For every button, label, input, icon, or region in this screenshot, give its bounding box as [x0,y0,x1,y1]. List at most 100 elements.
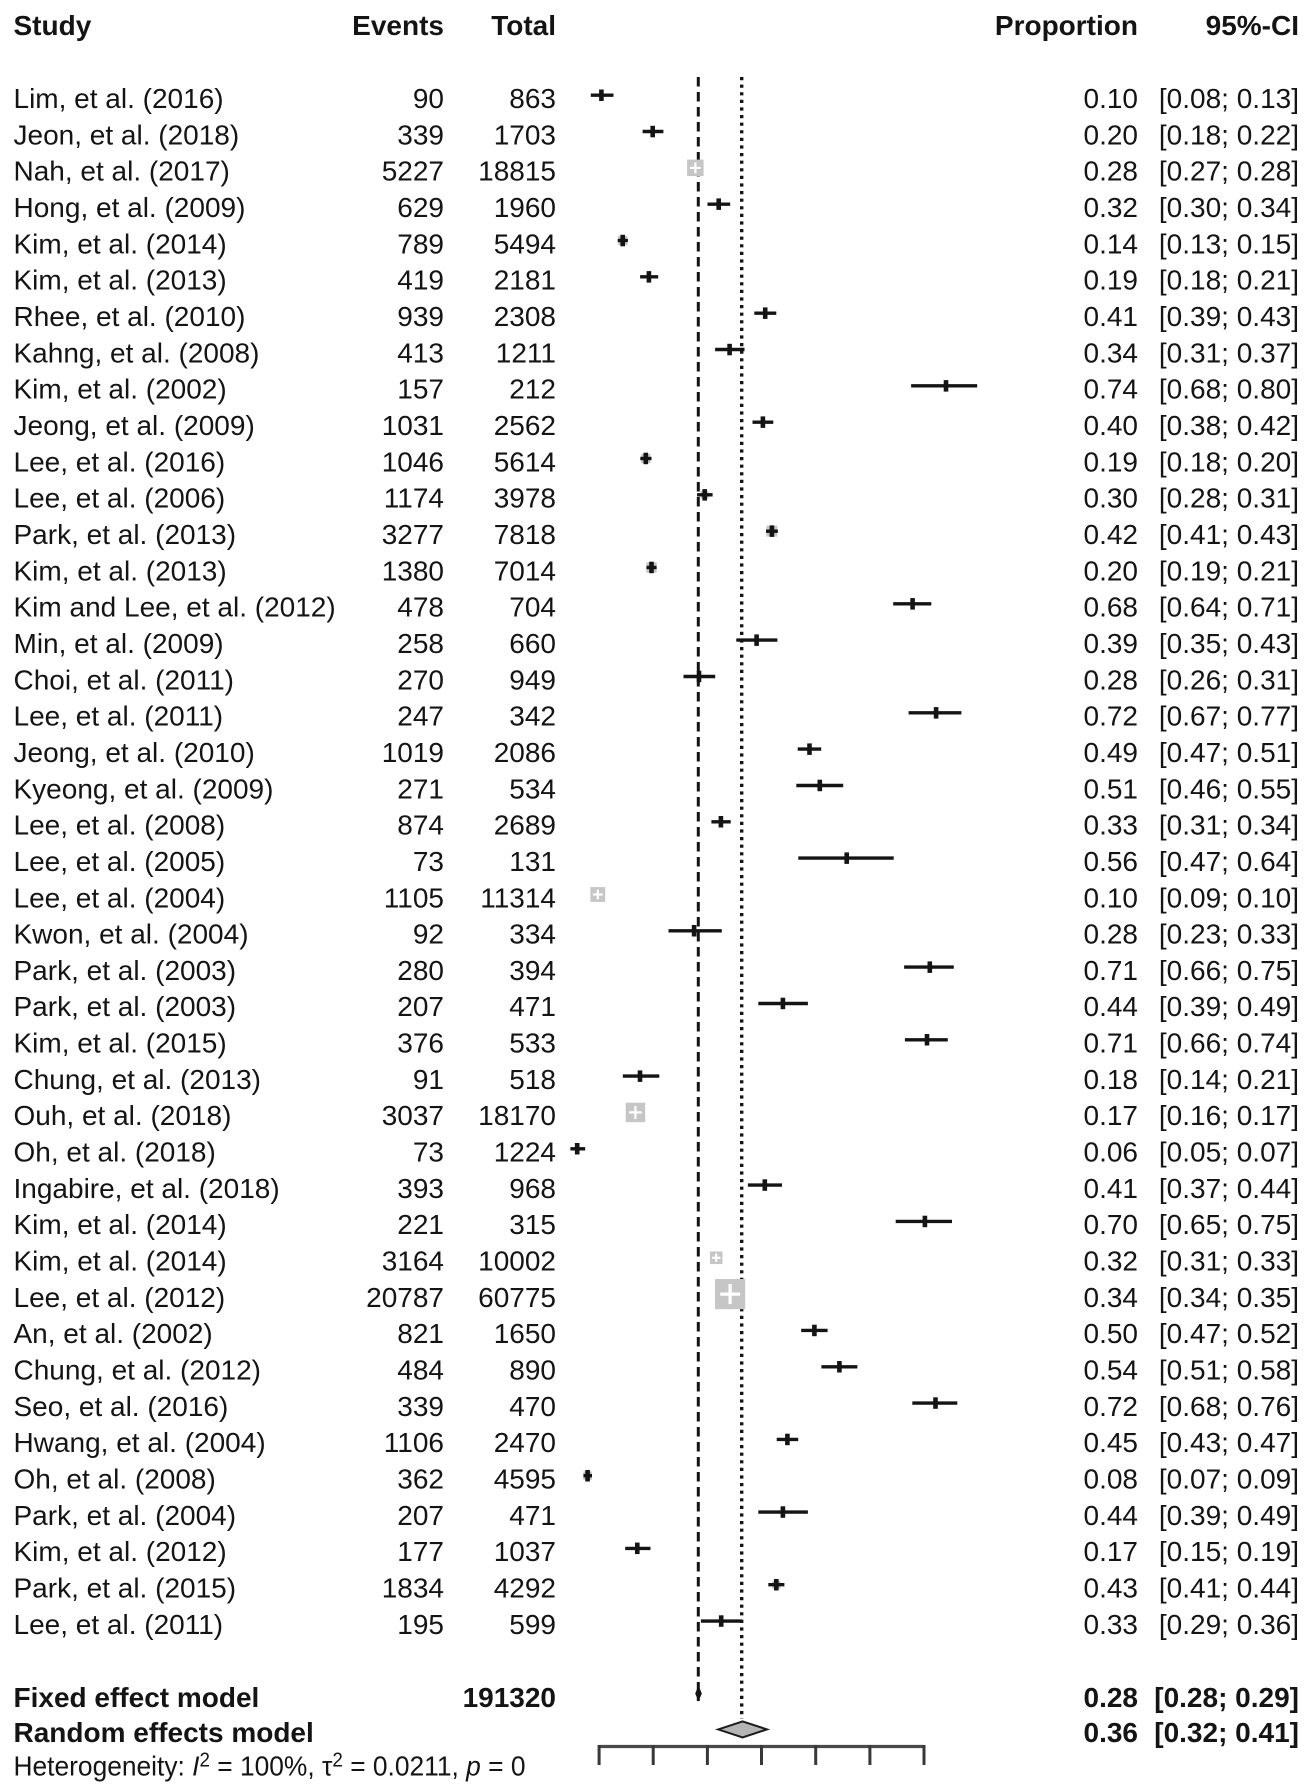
svg-text:342: 342 [509,701,556,732]
svg-text:[0.39; 0.43]: [0.39; 0.43] [1159,301,1299,332]
svg-text:0.54: 0.54 [1084,1355,1139,1386]
svg-text:Nah, et al. (2017): Nah, et al. (2017) [14,156,230,187]
svg-text:Kim, et al. (2014): Kim, et al. (2014) [14,1246,227,1277]
svg-text:Park, et al. (2003): Park, et al. (2003) [14,955,237,986]
svg-text:Rhee, et al. (2010): Rhee, et al. (2010) [14,301,246,332]
svg-text:0.10: 0.10 [1084,83,1139,114]
svg-text:[0.35; 0.43]: [0.35; 0.43] [1159,628,1299,659]
svg-text:0.45: 0.45 [1084,1427,1139,1458]
svg-text:0.70: 0.70 [1084,1209,1139,1240]
svg-text:Lee, et al. (2016): Lee, et al. (2016) [14,446,226,477]
svg-text:[0.64; 0.71]: [0.64; 0.71] [1159,592,1299,623]
svg-text:0.19: 0.19 [1084,265,1139,296]
svg-text:3277: 3277 [382,519,444,550]
svg-text:[0.14; 0.21]: [0.14; 0.21] [1159,1064,1299,1095]
svg-text:[0.47; 0.52]: [0.47; 0.52] [1159,1318,1299,1349]
svg-text:376: 376 [397,1028,444,1059]
svg-text:Ouh, et al. (2018): Ouh, et al. (2018) [14,1100,232,1131]
svg-text:177: 177 [397,1536,444,1567]
svg-text:1960: 1960 [494,192,556,223]
svg-text:[0.07; 0.09]: [0.07; 0.09] [1159,1464,1299,1495]
svg-text:339: 339 [397,119,444,150]
svg-text:1380: 1380 [382,555,444,586]
svg-text:1834: 1834 [382,1573,444,1604]
svg-text:0.44: 0.44 [1084,1500,1139,1531]
svg-text:518: 518 [509,1064,556,1095]
svg-text:0.32: 0.32 [1084,192,1139,223]
svg-text:Jeong, et al. (2010): Jeong, et al. (2010) [14,737,255,768]
svg-text:An, et al. (2002): An, et al. (2002) [14,1318,213,1349]
svg-text:0.18: 0.18 [1084,1064,1139,1095]
svg-text:Lee, et al. (2004): Lee, et al. (2004) [14,882,226,913]
svg-text:Seo, et al. (2016): Seo, et al. (2016) [14,1391,229,1422]
svg-text:0.28: 0.28 [1084,664,1139,695]
svg-text:478: 478 [397,592,444,623]
svg-text:0.40: 0.40 [1084,410,1139,441]
svg-text:1174: 1174 [384,483,444,514]
svg-text:[0.68; 0.80]: [0.68; 0.80] [1159,374,1299,405]
svg-text:7818: 7818 [494,519,556,550]
svg-text:0.33: 0.33 [1084,1609,1139,1640]
svg-text:Kim, et al. (2002): Kim, et al. (2002) [14,374,227,405]
svg-text:Choi, et al. (2011): Choi, et al. (2011) [14,664,235,695]
svg-text:Lee, et al. (2006): Lee, et al. (2006) [14,483,226,514]
svg-text:1105: 1105 [384,882,444,913]
svg-text:[0.08; 0.13]: [0.08; 0.13] [1159,83,1299,114]
svg-text:0.28: 0.28 [1084,1682,1139,1713]
svg-text:Lee, et al. (2012): Lee, et al. (2012) [14,1282,226,1313]
svg-text:394: 394 [509,955,556,986]
svg-text:Study: Study [14,10,92,41]
svg-text:789: 789 [397,228,444,259]
svg-text:2562: 2562 [494,410,556,441]
svg-text:Kim, et al. (2012): Kim, et al. (2012) [14,1536,227,1567]
svg-text:362: 362 [397,1464,444,1495]
svg-text:[0.51; 0.58]: [0.51; 0.58] [1159,1355,1299,1386]
svg-text:95%-CI: 95%-CI [1206,10,1299,41]
svg-text:0.34: 0.34 [1084,337,1139,368]
svg-text:[0.19; 0.21]: [0.19; 0.21] [1159,555,1299,586]
svg-text:0.06: 0.06 [1084,1137,1139,1168]
svg-text:207: 207 [397,1500,444,1531]
svg-text:1224: 1224 [494,1137,556,1168]
svg-text:0.72: 0.72 [1084,1391,1139,1422]
svg-text:[0.31; 0.37]: [0.31; 0.37] [1159,337,1299,368]
svg-text:Oh, et al. (2008): Oh, et al. (2008) [14,1464,216,1495]
svg-text:Park, et al. (2003): Park, et al. (2003) [14,991,237,1022]
svg-text:3164: 3164 [382,1246,444,1277]
svg-text:Random effects model: Random effects model [14,1717,314,1748]
svg-text:0.17: 0.17 [1084,1536,1139,1567]
svg-text:533: 533 [509,1028,556,1059]
svg-text:393: 393 [397,1173,444,1204]
svg-text:968: 968 [509,1173,556,1204]
svg-text:18170: 18170 [478,1100,556,1131]
svg-text:[0.66; 0.74]: [0.66; 0.74] [1159,1028,1299,1059]
svg-text:60775: 60775 [478,1282,556,1313]
svg-text:221: 221 [397,1209,444,1240]
svg-text:334: 334 [509,919,556,950]
svg-text:247: 247 [397,701,444,732]
svg-text:0.34: 0.34 [1084,1282,1139,1313]
svg-text:90: 90 [413,83,444,114]
svg-text:271: 271 [397,773,444,804]
svg-text:4595: 4595 [494,1464,556,1495]
svg-text:0.68: 0.68 [1084,592,1139,623]
svg-text:0.74: 0.74 [1084,374,1139,405]
svg-text:207: 207 [397,991,444,1022]
svg-text:Lim, et al. (2016): Lim, et al. (2016) [14,83,224,114]
svg-text:0.43: 0.43 [1084,1573,1139,1604]
svg-text:Ingabire, et al. (2018): Ingabire, et al. (2018) [14,1173,280,1204]
svg-text:[0.38; 0.42]: [0.38; 0.42] [1159,410,1299,441]
svg-text:2308: 2308 [494,301,556,332]
svg-text:5227: 5227 [382,156,444,187]
svg-text:4292: 4292 [494,1573,556,1604]
svg-text:[0.41; 0.44]: [0.41; 0.44] [1159,1573,1299,1604]
svg-text:1106: 1106 [384,1427,444,1458]
svg-text:863: 863 [509,83,556,114]
svg-text:Lee, et al. (2008): Lee, et al. (2008) [14,810,226,841]
svg-text:Chung, et al. (2012): Chung, et al. (2012) [14,1355,262,1386]
svg-text:[0.66; 0.75]: [0.66; 0.75] [1159,955,1299,986]
svg-text:7014: 7014 [494,555,556,586]
svg-text:0.72: 0.72 [1084,701,1139,732]
svg-text:270: 270 [397,664,444,695]
svg-text:5494: 5494 [494,228,556,259]
